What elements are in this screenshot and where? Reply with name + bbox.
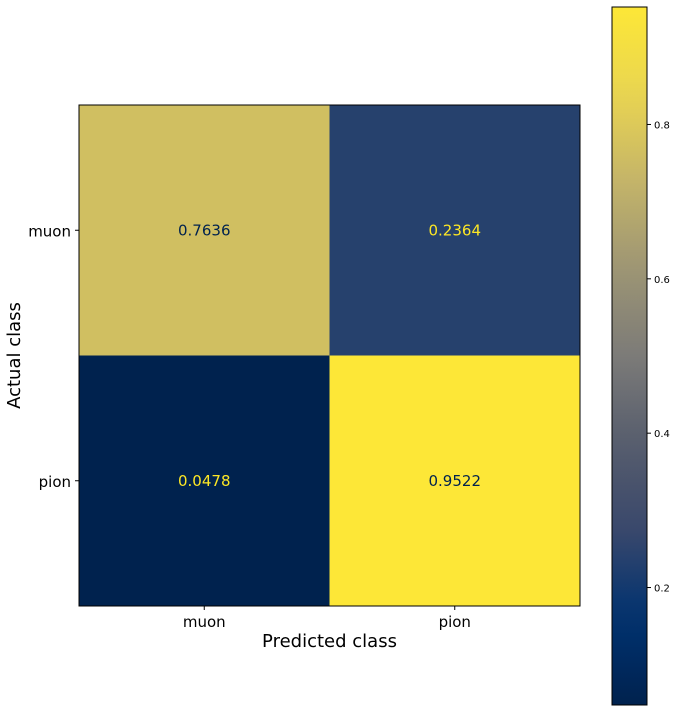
heatmap-cell-labels: 0.7636 0.2364 0.0478 0.9522 — [178, 221, 481, 490]
plot-frame — [78, 104, 581, 607]
heatmap-cell — [329, 105, 581, 356]
heatmap-cells — [79, 105, 581, 607]
colorbar-tick-label: 0.2 — [654, 584, 670, 595]
colorbar-ticks: 0.2 0.4 0.6 0.8 — [647, 120, 670, 595]
cell-value-label: 0.9522 — [429, 472, 482, 490]
y-axis-label: Actual class — [4, 302, 25, 409]
colorbar — [611, 6, 648, 706]
heatmap-cell — [329, 355, 581, 607]
y-axis-ticks: muon pion — [28, 222, 79, 491]
cell-value-label: 0.0478 — [178, 472, 231, 490]
heatmap-cell — [79, 105, 330, 356]
x-axis-ticks: muon pion — [183, 606, 471, 631]
x-axis-label: Predicted class — [262, 631, 397, 652]
colorbar-tick-label: 0.4 — [654, 429, 670, 440]
cell-value-label: 0.2364 — [429, 221, 482, 239]
y-tick-label: muon — [28, 222, 71, 240]
x-tick-label: muon — [183, 613, 226, 631]
y-tick-label: pion — [39, 473, 71, 491]
x-tick-label: pion — [439, 613, 471, 631]
cell-value-label: 0.7636 — [178, 221, 231, 239]
heatmap-cell — [79, 355, 330, 607]
colorbar-tick-label: 0.6 — [654, 275, 670, 286]
colorbar-tick-label: 0.8 — [654, 120, 670, 131]
